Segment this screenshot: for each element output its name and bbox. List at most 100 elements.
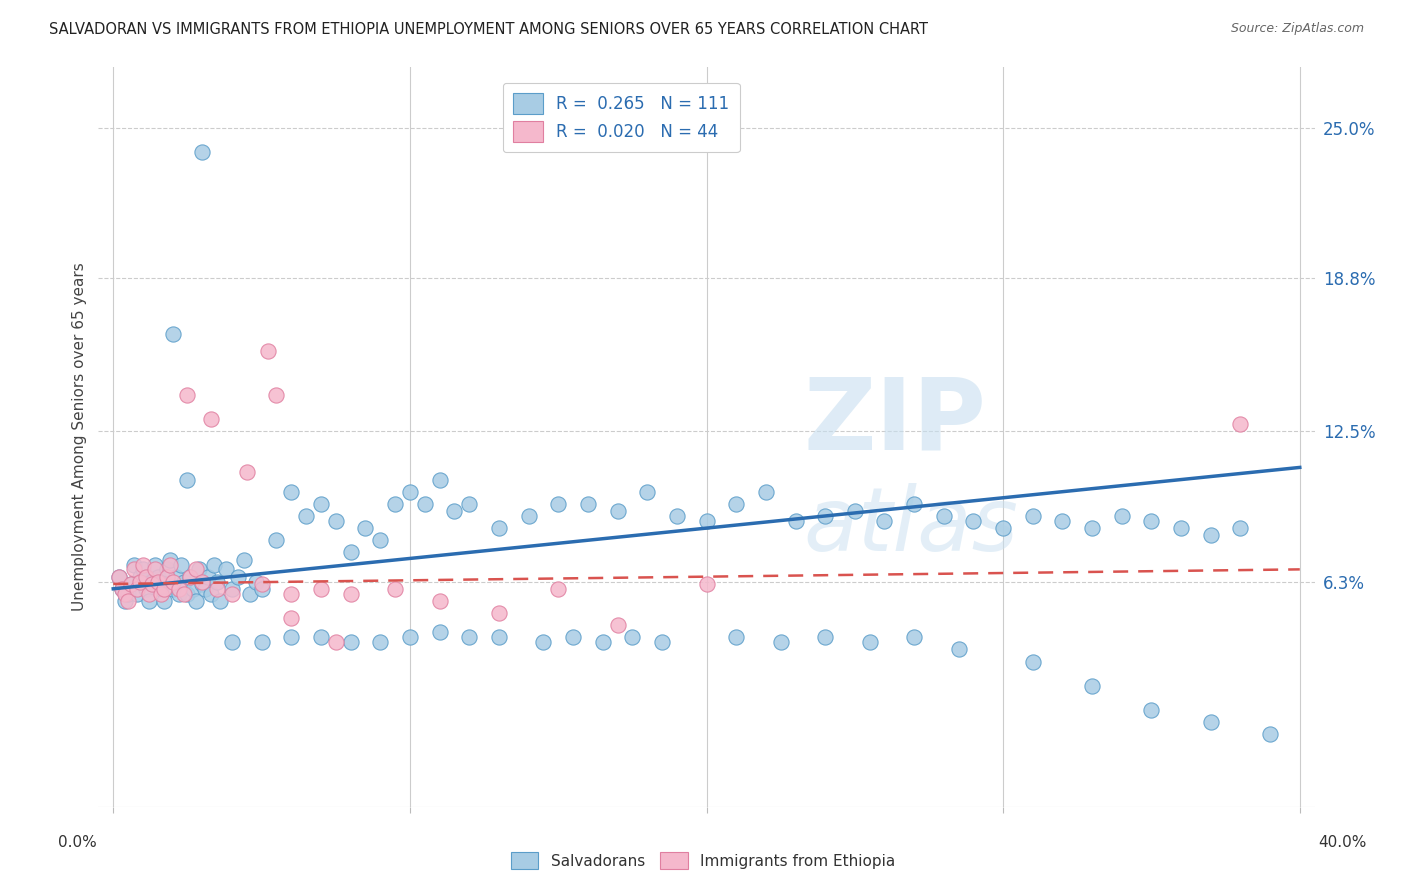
Point <box>606 618 628 632</box>
Point <box>517 508 540 523</box>
Point <box>280 587 302 601</box>
Point <box>256 343 278 358</box>
Point <box>325 514 347 528</box>
Point <box>165 569 187 583</box>
Point <box>368 533 391 548</box>
Point <box>769 635 792 649</box>
Point <box>191 145 214 159</box>
Point <box>135 582 157 596</box>
Point <box>295 508 318 523</box>
Point <box>221 635 243 649</box>
Point <box>339 635 361 649</box>
Point <box>1022 508 1045 523</box>
Text: Source: ZipAtlas.com: Source: ZipAtlas.com <box>1230 22 1364 36</box>
Point <box>309 582 332 596</box>
Point <box>221 587 243 601</box>
Point <box>1140 703 1163 717</box>
Point <box>1081 521 1104 535</box>
Point <box>179 569 201 583</box>
Text: 0.0%: 0.0% <box>58 836 97 850</box>
Point <box>576 497 599 511</box>
Point <box>399 484 422 499</box>
Point <box>200 587 222 601</box>
Point <box>309 497 332 511</box>
Point <box>325 635 347 649</box>
Point <box>176 473 198 487</box>
Point <box>1258 727 1281 741</box>
Point <box>562 631 585 645</box>
Point <box>458 631 481 645</box>
Point <box>1229 521 1251 535</box>
Point <box>125 582 148 596</box>
Point <box>245 574 267 589</box>
Point <box>606 504 628 518</box>
Point <box>143 558 166 572</box>
Point <box>146 574 169 589</box>
Point <box>209 594 232 608</box>
Point <box>176 387 198 401</box>
Point <box>1022 655 1045 669</box>
Point <box>339 587 361 601</box>
Point <box>114 587 136 601</box>
Point <box>120 577 142 591</box>
Point <box>814 631 837 645</box>
Point <box>1170 521 1192 535</box>
Point <box>122 562 145 576</box>
Point <box>1140 514 1163 528</box>
Point <box>186 594 208 608</box>
Point <box>149 587 172 601</box>
Point <box>991 521 1014 535</box>
Point <box>384 497 406 511</box>
Point <box>725 631 748 645</box>
Point <box>194 582 217 596</box>
Point <box>235 465 257 479</box>
Point <box>167 587 190 601</box>
Point <box>146 569 169 583</box>
Point <box>488 606 510 620</box>
Point <box>1052 514 1074 528</box>
Point <box>755 484 778 499</box>
Point <box>250 635 273 649</box>
Point <box>197 569 219 583</box>
Point <box>592 635 614 649</box>
Point <box>696 514 718 528</box>
Point <box>125 587 148 601</box>
Point <box>339 545 361 559</box>
Point <box>221 582 243 596</box>
Point <box>173 587 195 601</box>
Point <box>149 582 172 596</box>
Point <box>621 631 644 645</box>
Point <box>932 508 955 523</box>
Point <box>173 574 195 589</box>
Point <box>138 587 160 601</box>
Point <box>844 504 866 518</box>
Point <box>651 635 673 649</box>
Point <box>183 582 205 596</box>
Point <box>458 497 481 511</box>
Point <box>1111 508 1133 523</box>
Point <box>156 569 179 583</box>
Point <box>122 558 145 572</box>
Point <box>143 562 166 576</box>
Point <box>205 582 228 596</box>
Point <box>814 508 837 523</box>
Point <box>413 497 436 511</box>
Point <box>132 562 155 576</box>
Point <box>200 412 222 426</box>
Text: ZIP: ZIP <box>804 374 987 471</box>
Text: atlas: atlas <box>804 483 1019 569</box>
Point <box>138 594 160 608</box>
Point <box>636 484 658 499</box>
Point <box>135 569 157 583</box>
Point <box>696 577 718 591</box>
Point <box>129 569 152 583</box>
Point <box>531 635 554 649</box>
Point <box>179 569 201 583</box>
Point <box>170 558 193 572</box>
Point <box>962 514 984 528</box>
Point <box>162 326 184 341</box>
Point <box>152 594 174 608</box>
Point <box>162 582 184 596</box>
Point <box>547 497 569 511</box>
Point <box>176 587 198 601</box>
